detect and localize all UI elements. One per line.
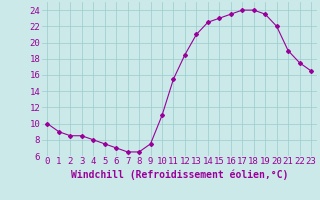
X-axis label: Windchill (Refroidissement éolien,°C): Windchill (Refroidissement éolien,°C) (70, 169, 288, 180)
